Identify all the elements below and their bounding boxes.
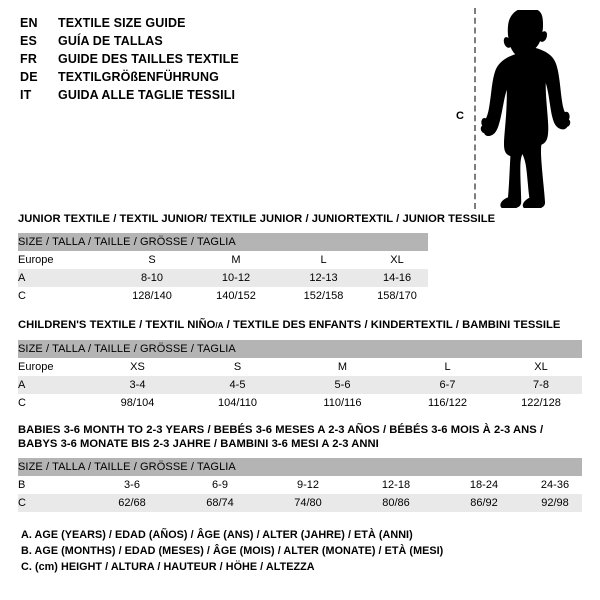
cell-value: XL [366, 251, 429, 269]
table-row: Europe XS S M L XL [18, 358, 582, 376]
cell-value: 140/152 [191, 287, 281, 305]
cell-value: 152/158 [281, 287, 366, 305]
cell-value: 6-7 [395, 376, 500, 394]
cell-value: 104/110 [185, 394, 290, 412]
language-row-es: ES GUÍA DE TALLAS [20, 32, 440, 50]
language-title-block: EN TEXTILE SIZE GUIDE ES GUÍA DE TALLAS … [20, 14, 440, 104]
row-label: C [18, 494, 88, 512]
cell-value: 158/170 [366, 287, 429, 305]
section-children-title: CHILDREN'S TEXTILE / TEXTIL NIÑO/A / TEX… [18, 318, 582, 333]
cell-value: 3-4 [90, 376, 185, 394]
cell-value: 6-9 [176, 476, 264, 494]
cell-value: 24-36 [528, 476, 582, 494]
table-row: A 3-4 4-5 5-6 6-7 7-8 [18, 376, 582, 394]
cell-value: 128/140 [113, 287, 191, 305]
cell-value: M [191, 251, 281, 269]
cell-value: 92/98 [528, 494, 582, 512]
section-babies-title-line1: BABIES 3-6 MONTH TO 2-3 YEARS / BEBÉS 3-… [18, 424, 544, 436]
section-junior-title: JUNIOR TEXTILE / TEXTIL JUNIOR/ TEXTILE … [18, 213, 496, 225]
row-label: A [18, 269, 113, 287]
language-row-it: IT GUIDA ALLE TAGLIE TESSILI [20, 86, 440, 104]
cell-value: M [290, 358, 395, 376]
section-children-title-pre: CHILDREN'S TEXTILE / TEXTIL NIÑO [18, 319, 216, 331]
cell-value: 10-12 [191, 269, 281, 287]
babies-size-table: SIZE / TALLA / TAILLE / GRÖSSE / TAGLIA … [18, 458, 582, 512]
table-header-row: SIZE / TALLA / TAILLE / GRÖSSE / TAGLIA [18, 458, 582, 476]
cell-value: 3-6 [88, 476, 176, 494]
cell-value: 98/104 [90, 394, 185, 412]
cell-value: XL [500, 358, 582, 376]
language-row-de: DE TEXTILGRÖßENFÜHRUNG [20, 68, 440, 86]
legend-line-b: B. AGE (MONTHS) / EDAD (MESES) / ÂGE (MO… [21, 545, 444, 557]
junior-size-header-label: SIZE / TALLA / TAILLE / GRÖSSE / TAGLIA [18, 233, 429, 251]
cell-value: 68/74 [176, 494, 264, 512]
language-title-en: TEXTILE SIZE GUIDE [58, 16, 186, 30]
toddler-silhouette-icon [480, 10, 571, 208]
cell-value: L [281, 251, 366, 269]
section-babies: BABIES 3-6 MONTH TO 2-3 YEARS / BEBÉS 3-… [18, 423, 582, 512]
language-title-es: GUÍA DE TALLAS [58, 34, 163, 48]
cell-value: L [395, 358, 500, 376]
cell-value: 12-13 [281, 269, 366, 287]
cell-value: S [113, 251, 191, 269]
language-title-de: TEXTILGRÖßENFÜHRUNG [58, 70, 219, 84]
table-row: C 62/68 68/74 74/80 80/86 86/92 92/98 [18, 494, 582, 512]
row-label: A [18, 376, 90, 394]
table-row: Europe S M L XL [18, 251, 429, 269]
section-children: CHILDREN'S TEXTILE / TEXTIL NIÑO/A / TEX… [18, 318, 582, 412]
cell-value: 7-8 [500, 376, 582, 394]
height-measure-label: C [456, 110, 464, 122]
cell-value: 8-10 [113, 269, 191, 287]
table-row: C 128/140 140/152 152/158 158/170 [18, 287, 429, 305]
language-title-it: GUIDA ALLE TAGLIE TESSILI [58, 88, 236, 102]
children-size-header-label: SIZE / TALLA / TAILLE / GRÖSSE / TAGLIA [18, 340, 582, 358]
language-code-it: IT [20, 88, 32, 102]
cell-value: XS [90, 358, 185, 376]
cell-value: 110/116 [290, 394, 395, 412]
cell-value: 9-12 [264, 476, 352, 494]
legend-block: A. AGE (YEARS) / EDAD (AÑOS) / ÂGE (ANS)… [21, 527, 581, 575]
table-row: C 98/104 104/110 110/116 116/122 122/128 [18, 394, 582, 412]
section-children-title-post: / TEXTILE DES ENFANTS / KINDERTEXTIL / B… [223, 319, 561, 331]
cell-value: 116/122 [395, 394, 500, 412]
language-row-en: EN TEXTILE SIZE GUIDE [20, 14, 440, 32]
cell-value: 62/68 [88, 494, 176, 512]
row-label: C [18, 394, 90, 412]
language-code-es: ES [20, 34, 38, 48]
language-row-fr: FR GUIDE DES TAILLES TEXTILE [20, 50, 440, 68]
cell-value: 86/92 [440, 494, 528, 512]
row-label: C [18, 287, 113, 305]
language-code-de: DE [20, 70, 38, 84]
cell-value: S [185, 358, 290, 376]
height-dashed-line [474, 8, 476, 209]
cell-value: 74/80 [264, 494, 352, 512]
cell-value: 14-16 [366, 269, 429, 287]
legend-line-c: C. (cm) HEIGHT / ALTURA / HAUTEUR / HÖHE… [21, 561, 315, 573]
language-title-fr: GUIDE DES TAILLES TEXTILE [58, 52, 239, 66]
section-junior: JUNIOR TEXTILE / TEXTIL JUNIOR/ TEXTILE … [18, 212, 496, 305]
cell-value: 80/86 [352, 494, 440, 512]
cell-value: 122/128 [500, 394, 582, 412]
babies-size-header-label: SIZE / TALLA / TAILLE / GRÖSSE / TAGLIA [18, 458, 582, 476]
children-size-table: SIZE / TALLA / TAILLE / GRÖSSE / TAGLIA … [18, 340, 582, 412]
row-label: B [18, 476, 88, 494]
section-children-title-sub: /A [215, 321, 224, 330]
cell-value: 12-18 [352, 476, 440, 494]
cell-value: 18-24 [440, 476, 528, 494]
junior-size-table: SIZE / TALLA / TAILLE / GRÖSSE / TAGLIA … [18, 233, 429, 305]
height-measure-figure: C [448, 6, 593, 211]
table-row: B 3-6 6-9 9-12 12-18 18-24 24-36 [18, 476, 582, 494]
legend-line-a: A. AGE (YEARS) / EDAD (AÑOS) / ÂGE (ANS)… [21, 529, 413, 541]
table-header-row: SIZE / TALLA / TAILLE / GRÖSSE / TAGLIA [18, 340, 582, 358]
table-header-row: SIZE / TALLA / TAILLE / GRÖSSE / TAGLIA [18, 233, 429, 251]
row-label: Europe [18, 358, 90, 376]
table-row: A 8-10 10-12 12-13 14-16 [18, 269, 429, 287]
section-babies-title-line2: BABYS 3-6 MONATE BIS 2-3 JAHRE / BAMBINI… [18, 438, 379, 450]
language-code-en: EN [20, 16, 38, 30]
cell-value: 4-5 [185, 376, 290, 394]
language-code-fr: FR [20, 52, 38, 66]
cell-value: 5-6 [290, 376, 395, 394]
row-label: Europe [18, 251, 113, 269]
